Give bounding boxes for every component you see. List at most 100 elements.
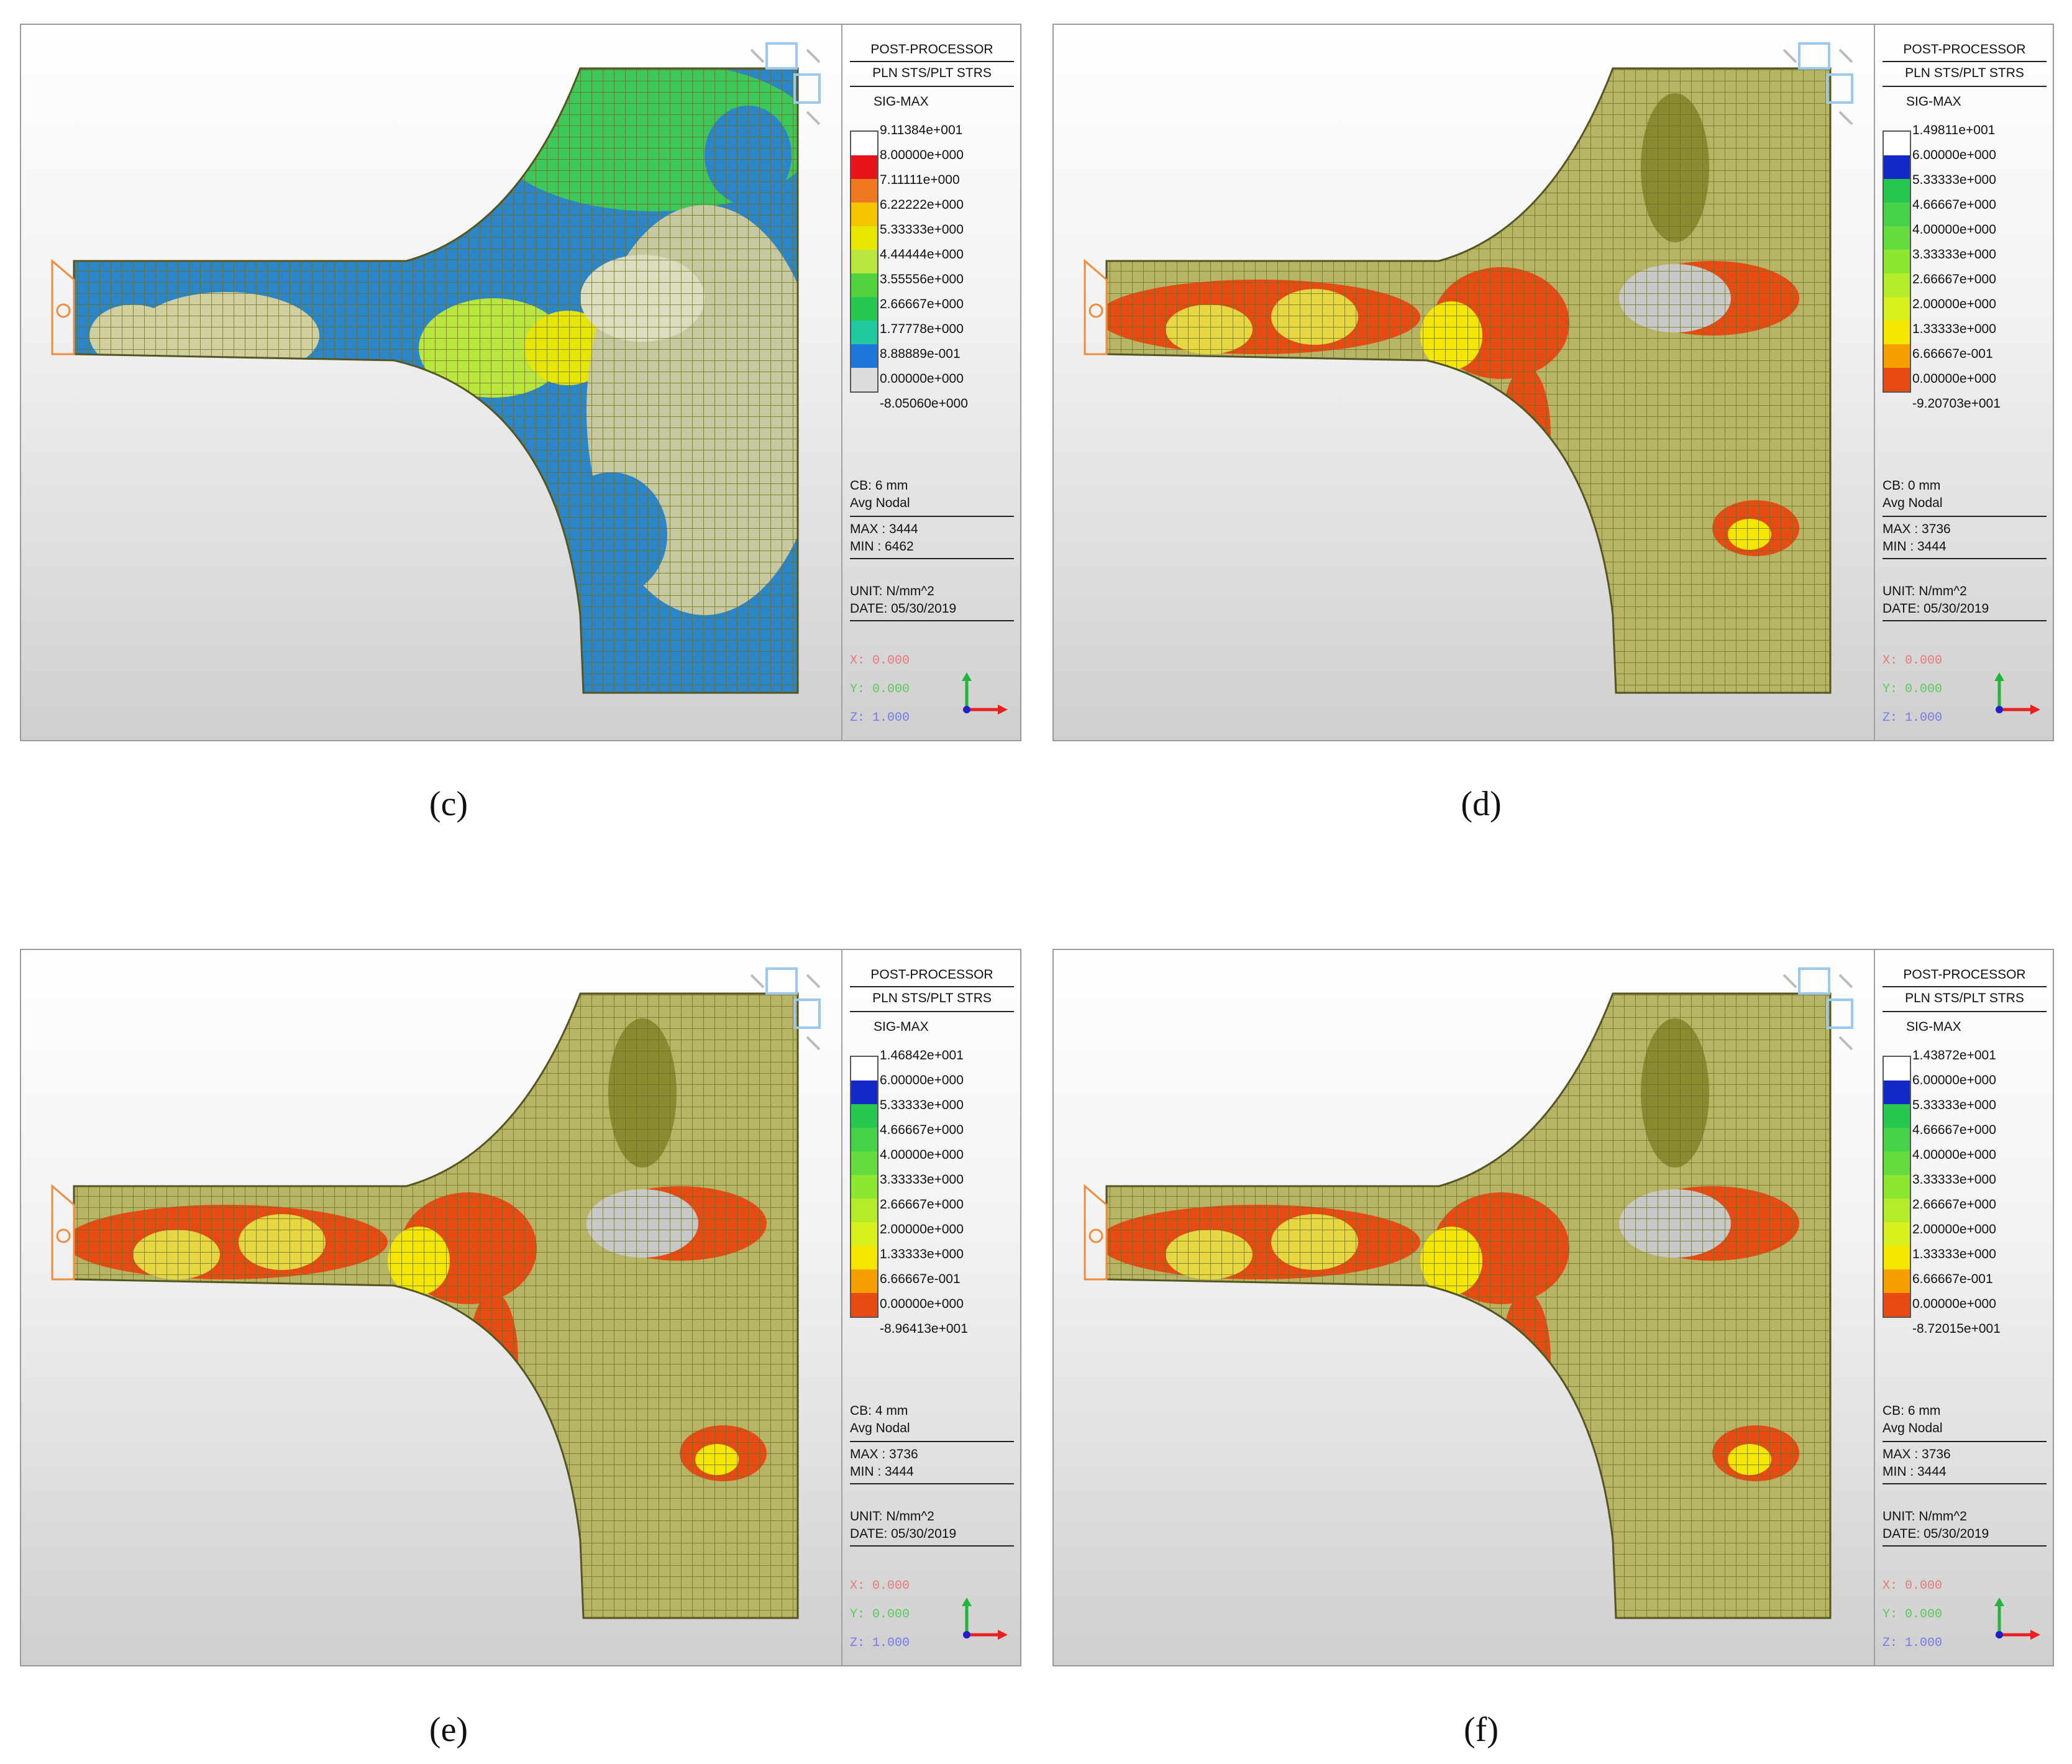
min-node-label: MIN : 3444 (850, 1465, 914, 1479)
color-scale-swatch (1884, 132, 1910, 155)
color-scale-swatch (1884, 297, 1910, 321)
min-node-label: MIN : 3444 (1883, 1465, 1946, 1479)
post-processor-legend: POST-PROCESSOR PLN STS/PLT STRS SIG-MAX 1.4… (1874, 950, 2053, 1665)
view-cube-icon[interactable] (1782, 42, 1853, 126)
view-cube-icon[interactable] (750, 42, 821, 126)
color-scale-swatch (851, 132, 877, 155)
averaging-label: Avg Nodal (850, 496, 910, 510)
view-x-coordinate: X: 0.000 (1883, 654, 1943, 668)
axis-triad-icon (1993, 671, 2043, 721)
color-scale-swatch (851, 203, 877, 226)
boundary-support-icon (51, 258, 75, 355)
legend-subtitle: PLN STS/PLT STRS (872, 991, 992, 1005)
legend-divider (850, 516, 1014, 517)
legend-result-type: SIG-MAX (874, 94, 929, 109)
color-scale-tick-label: 1.33333e+000 (880, 1247, 964, 1261)
color-scale-tick-label: 6.22222e+000 (880, 198, 964, 212)
color-scale-swatch (1884, 250, 1910, 273)
panel-caption: (d) (1461, 785, 1502, 823)
axis-triad-icon (961, 1596, 1010, 1646)
legend-divider (1883, 558, 2047, 559)
color-scale-tick-label: 2.00000e+000 (1912, 297, 1996, 311)
color-scale-bar (1883, 1056, 1911, 1318)
color-scale-swatch (1884, 321, 1910, 344)
color-scale-tick-label: 5.33333e+000 (1912, 1098, 1996, 1112)
view-y-coordinate: Y: 0.000 (850, 1607, 910, 1622)
legend-divider (1883, 516, 2047, 517)
model-viewport[interactable] (21, 950, 841, 1665)
view-cube-icon[interactable] (1782, 967, 1853, 1051)
color-scale-swatch (1884, 1269, 1910, 1293)
color-scale-swatch (851, 226, 877, 250)
cutback-label: CB: 4 mm (850, 1404, 908, 1418)
color-scale-swatch (1884, 1081, 1910, 1104)
legend-divider (1883, 986, 2047, 987)
legend-divider (1883, 61, 2047, 62)
legend-divider (1883, 620, 2047, 621)
color-scale-swatch (1884, 1222, 1910, 1246)
color-scale-swatch (1884, 344, 1910, 368)
color-scale-swatch (851, 368, 877, 391)
cutback-label: CB: 0 mm (1883, 478, 1941, 493)
color-scale-tick-label: 8.88889e-001 (880, 347, 961, 361)
result-panel: POST-PROCESSOR PLN STS/PLT STRS SIG-MAX 1.4… (1052, 949, 2054, 1666)
fem-contour-plot[interactable] (21, 25, 841, 740)
color-scale-tick-label: 1.77778e+000 (880, 322, 964, 336)
panel-caption: (e) (429, 1711, 468, 1749)
color-scale-tick-label: 4.00000e+000 (880, 1148, 964, 1162)
color-scale-swatch (1884, 226, 1910, 250)
color-scale-tick-label: 3.33333e+000 (1912, 1172, 1996, 1187)
legend-divider (1883, 1011, 2047, 1012)
color-scale-swatch (1884, 155, 1910, 179)
result-panel: POST-PROCESSOR PLN STS/PLT STRS SIG-MAX 9.1… (20, 24, 1021, 741)
color-scale-swatch (851, 155, 877, 179)
model-viewport[interactable] (1054, 950, 1874, 1665)
legend-result-type: SIG-MAX (874, 1020, 929, 1034)
view-z-coordinate: Z: 1.000 (1883, 711, 1943, 725)
color-scale-tick-label: 6.66667e-001 (1912, 1272, 1993, 1286)
post-processor-legend: POST-PROCESSOR PLN STS/PLT STRS SIG-MAX 1.4… (1874, 25, 2053, 740)
legend-divider (1883, 1545, 2047, 1547)
max-node-label: MAX : 3736 (1883, 522, 1951, 536)
color-scale-tick-label: 2.00000e+000 (1912, 1222, 1996, 1236)
view-cube-icon[interactable] (750, 967, 821, 1051)
fem-contour-plot[interactable] (21, 950, 841, 1665)
color-scale-tick-label: 2.66667e+000 (1912, 272, 1996, 286)
averaging-label: Avg Nodal (1883, 496, 1943, 510)
max-node-label: MAX : 3736 (1883, 1447, 1951, 1461)
cutback-label: CB: 6 mm (1883, 1404, 1941, 1418)
legend-divider (850, 620, 1014, 621)
color-scale-tick-label: 1.33333e+000 (1912, 322, 1996, 336)
color-scale-tick-label: 5.33333e+000 (880, 1098, 964, 1112)
model-viewport[interactable] (21, 25, 841, 740)
fem-contour-plot[interactable] (1054, 950, 1874, 1665)
legend-title: POST-PROCESSOR (870, 967, 993, 982)
color-scale-swatch (1884, 179, 1910, 203)
fem-contour-plot[interactable] (1054, 25, 1874, 740)
view-z-coordinate: Z: 1.000 (850, 711, 910, 725)
color-scale-tick-label: 4.00000e+000 (1912, 222, 1996, 237)
view-y-coordinate: Y: 0.000 (1883, 1607, 1943, 1622)
unit-label: UNIT: N/mm^2 (1883, 1509, 1967, 1524)
unit-label: UNIT: N/mm^2 (850, 1509, 934, 1524)
color-scale-swatch (851, 1057, 877, 1081)
color-scale-swatch (851, 1269, 877, 1293)
min-node-label: MIN : 3444 (1883, 539, 1946, 554)
boundary-support-icon (1084, 258, 1108, 355)
legend-divider (850, 986, 1014, 987)
axis-triad-icon (1993, 1596, 2043, 1646)
legend-subtitle: PLN STS/PLT STRS (872, 66, 992, 80)
model-viewport[interactable] (1054, 25, 1874, 740)
color-scale-tick-label: 6.00000e+000 (1912, 148, 1996, 162)
color-scale-tick-label: 1.46842e+001 (880, 1048, 964, 1063)
min-node-label: MIN : 6462 (850, 539, 914, 554)
view-x-coordinate: X: 0.000 (850, 654, 910, 668)
color-scale-tick-label: 3.55556e+000 (880, 272, 964, 286)
color-scale-tick-label: 4.66667e+000 (1912, 198, 1996, 212)
color-scale-tick-label: 7.11111e+000 (880, 173, 960, 187)
color-scale-swatch (1884, 1246, 1910, 1269)
view-z-coordinate: Z: 1.000 (1883, 1636, 1943, 1650)
color-scale-tick-label: 2.66667e+000 (1912, 1197, 1996, 1212)
color-scale-swatch (851, 1199, 877, 1222)
color-scale-tick-label: 4.66667e+000 (1912, 1123, 1996, 1137)
